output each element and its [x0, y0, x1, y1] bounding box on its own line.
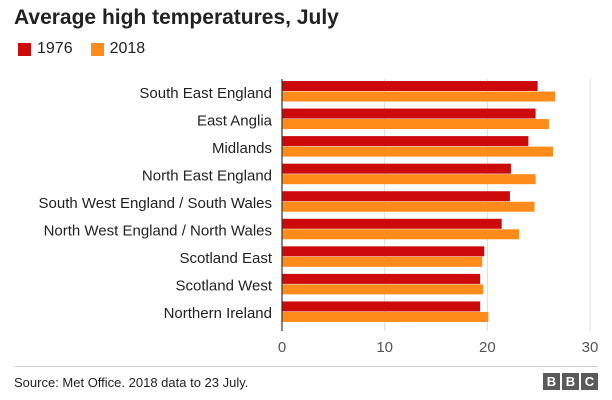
legend-label-2018: 2018: [109, 40, 146, 57]
category-label: East Anglia: [197, 112, 273, 129]
bar-1976: [282, 191, 510, 202]
bar-1976: [282, 218, 502, 229]
bar-1976: [282, 246, 485, 257]
category-label: Scotland East: [179, 250, 272, 267]
x-tick-label: 30: [582, 339, 599, 356]
bar-1976: [282, 81, 538, 91]
category-label: Midlands: [212, 140, 272, 157]
bar-2018: [282, 174, 536, 185]
bbc-logo-letter: B: [562, 373, 579, 390]
legend-swatch-2018: [90, 42, 104, 56]
category-label: North East England: [142, 167, 272, 184]
bar-2018: [282, 91, 556, 102]
x-tick-label: 0: [278, 339, 286, 356]
bar-1976: [282, 163, 511, 174]
bbc-logo-letter: C: [581, 373, 598, 390]
bbc-logo: B B C: [541, 373, 598, 390]
category-label: South West England / South Wales: [39, 195, 272, 212]
bar-2018: [282, 201, 535, 212]
bbc-logo-letter: B: [543, 373, 560, 390]
x-tick-label: 10: [376, 339, 393, 356]
category-label: North West England / North Wales: [44, 223, 272, 240]
bar-2018: [282, 119, 549, 130]
bar-2018: [282, 311, 489, 322]
bar-2018: [282, 229, 520, 240]
source-note: Source: Met Office. 2018 data to 23 July…: [14, 375, 249, 390]
legend-item-1976: 1976: [18, 40, 73, 58]
bar-chart: 0 10 20 30 South East England East Anglia Midl…: [39, 79, 599, 356]
bar-2018: [282, 284, 484, 295]
chart-title: Average high temperatures, July: [14, 6, 339, 29]
category-label: Northern Ireland: [164, 305, 272, 322]
bar-2018: [282, 256, 483, 267]
legend-swatch-1976: [18, 42, 31, 56]
bar-1976: [282, 136, 529, 147]
legend-label-1976: 1976: [37, 40, 73, 57]
x-tick-label: 20: [479, 339, 496, 356]
category-label: Scotland West: [176, 278, 273, 295]
bar-1976: [282, 301, 481, 312]
category-label: South East England: [139, 85, 272, 102]
chart-legend: 1976 2018: [18, 40, 163, 58]
bar-1976: [282, 273, 481, 284]
bar-1976: [282, 108, 536, 119]
legend-item-2018: 2018: [90, 40, 146, 58]
bar-2018: [282, 146, 554, 157]
footer-divider: [14, 366, 598, 367]
